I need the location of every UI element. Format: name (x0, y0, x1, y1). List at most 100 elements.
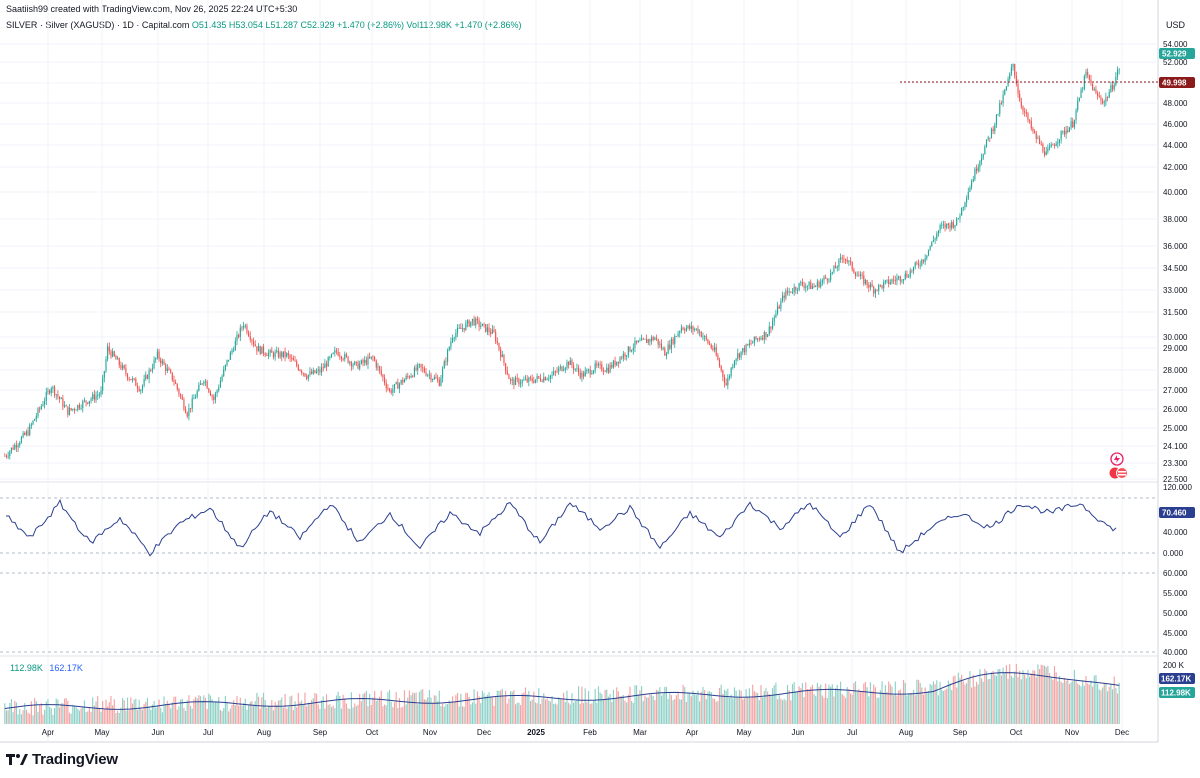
candle (165, 362, 167, 376)
candle (616, 361, 618, 367)
volume-bar (727, 688, 729, 724)
volume-bar (644, 695, 646, 724)
candle (586, 368, 588, 375)
candle (30, 422, 32, 429)
candle-body (1087, 71, 1089, 75)
volume-bar (364, 692, 366, 724)
volume-bar (294, 701, 296, 724)
volume-bar (395, 692, 397, 724)
candle-body (582, 372, 585, 377)
candle (1037, 135, 1039, 140)
volume-bar (468, 696, 470, 724)
candle-body (675, 336, 677, 337)
candle-body (47, 390, 49, 393)
candle-body (873, 287, 875, 294)
candle (718, 357, 721, 368)
volume-bar (574, 700, 576, 724)
candle (224, 364, 226, 372)
candle (694, 327, 696, 332)
candle-body (649, 339, 651, 342)
volume-bar (684, 687, 686, 724)
candle (642, 337, 644, 340)
candle (1058, 139, 1061, 147)
candle (359, 360, 361, 371)
candle (1090, 75, 1092, 86)
volume-bar (208, 693, 210, 724)
candle (1042, 142, 1044, 154)
volume-bar (636, 685, 638, 724)
candle (20, 435, 22, 444)
volume-bar (677, 691, 679, 724)
volume-bar (566, 690, 568, 724)
volume-bar (309, 704, 311, 724)
candle-body (165, 364, 167, 371)
volume-bar (456, 692, 459, 724)
volume-bar (271, 700, 273, 724)
candle-body (650, 337, 653, 342)
candle-body (854, 272, 857, 276)
candle (954, 224, 956, 232)
price-tick-label: 54.000 (1163, 40, 1188, 49)
volume-bar (747, 697, 749, 724)
candle (95, 391, 97, 403)
candle-body (117, 358, 119, 360)
candle-body (312, 370, 314, 374)
candle-body (68, 408, 71, 415)
candle (437, 374, 439, 383)
candle-body (896, 277, 898, 281)
candle-body (395, 382, 397, 384)
candle-body (830, 273, 832, 280)
candle-body (513, 379, 515, 386)
line-price-badge: 49.998 (1159, 77, 1195, 88)
volume-bar (659, 687, 661, 724)
volume-bar (362, 693, 364, 724)
candle-body (974, 168, 976, 180)
candle-body (531, 378, 533, 382)
candle (984, 144, 986, 155)
candle-body (534, 379, 537, 383)
volume-bar (642, 701, 644, 724)
flash-icon[interactable] (1108, 452, 1130, 466)
candle-body (393, 383, 396, 390)
candle (1029, 119, 1031, 124)
candle-body (881, 285, 883, 289)
volume-bar (256, 692, 258, 724)
candle (758, 336, 760, 342)
volume-bar (1102, 687, 1104, 724)
candle (689, 323, 691, 331)
candle (17, 443, 19, 452)
candle (732, 363, 734, 370)
volume-bar (561, 698, 563, 724)
candle (816, 278, 818, 291)
candle-body (859, 274, 862, 276)
candle (141, 384, 144, 393)
volume-bar (743, 698, 745, 724)
flag-icon[interactable] (1108, 466, 1130, 480)
candle-body (987, 137, 989, 140)
candle (466, 319, 469, 328)
volume-bar (453, 702, 455, 724)
candle (1060, 130, 1062, 144)
volume-bar (921, 687, 923, 724)
volume-bar (1053, 666, 1056, 724)
volume-bars (4, 663, 1120, 724)
symbol-title[interactable]: SILVER · Silver (XAGUSD) · 1D · Capital.… (6, 20, 190, 30)
candle (98, 392, 100, 399)
candle-body (672, 338, 674, 344)
volume-bar (790, 700, 792, 724)
volume-bar (317, 704, 319, 724)
candle (571, 358, 573, 369)
candle-body (710, 344, 712, 348)
volume-bar (1098, 689, 1100, 724)
candle (1110, 81, 1112, 93)
price-tick-label: 29.000 (1163, 344, 1188, 353)
volume-bar (1100, 690, 1102, 724)
volume-bar (873, 684, 875, 724)
candle-body (1065, 130, 1067, 135)
candle-body (718, 360, 721, 367)
volume-bar (904, 682, 906, 724)
candle (407, 372, 409, 379)
candle (131, 376, 134, 383)
candle (1052, 143, 1054, 146)
